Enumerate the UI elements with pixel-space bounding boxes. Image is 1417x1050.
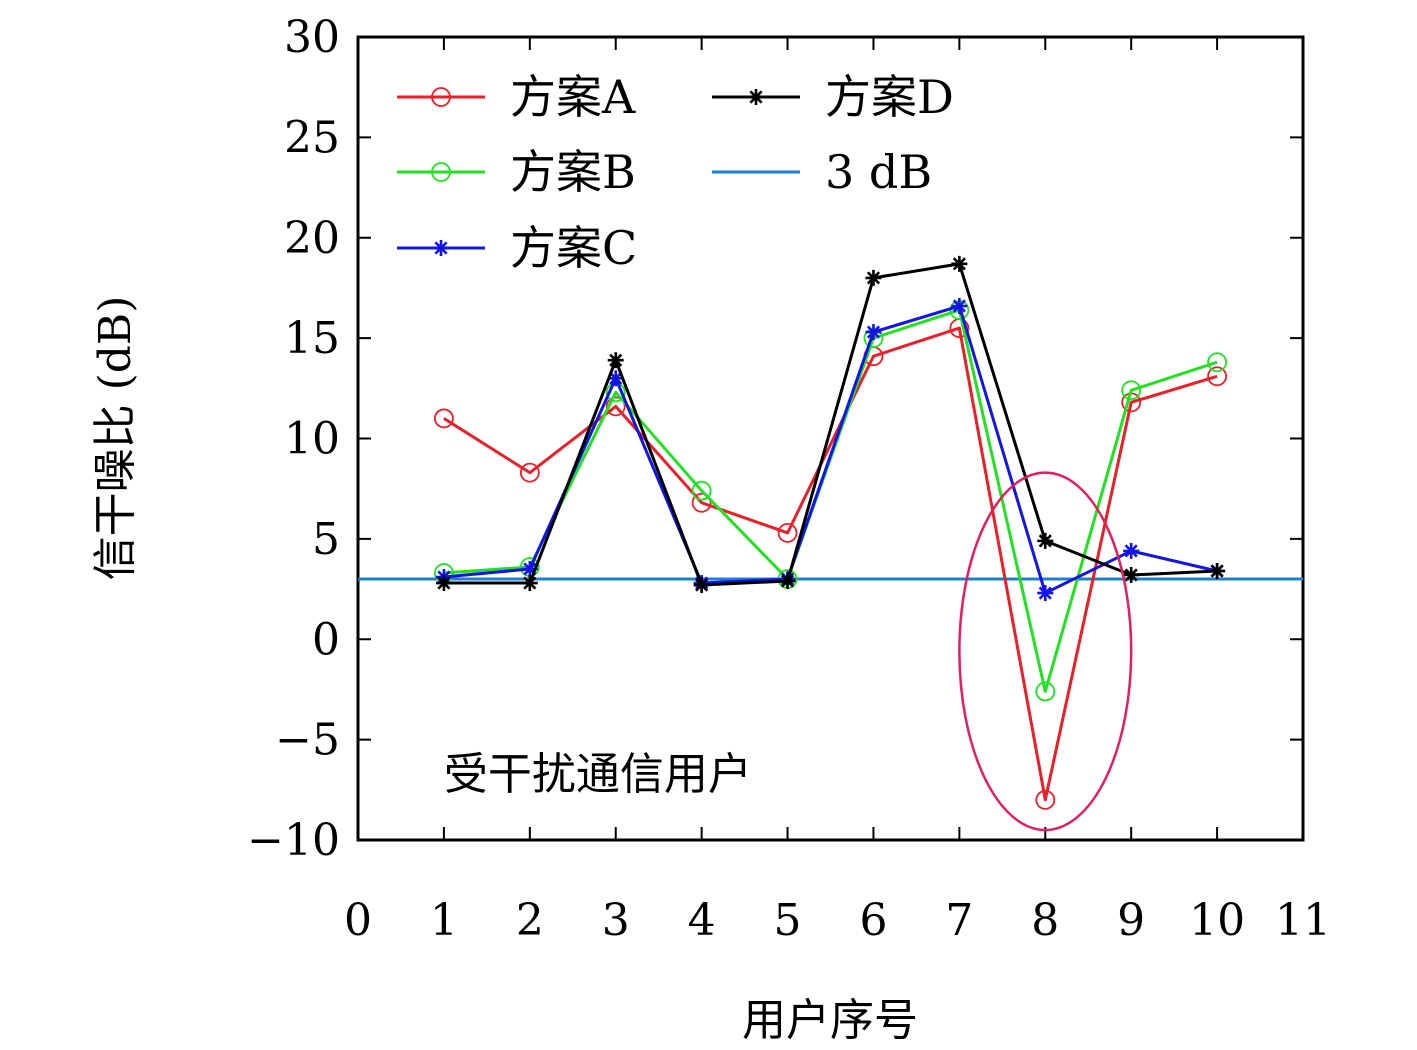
axes: −10 −5 0 5 10 15 20 25 30 0 1 2 3 4 5 6 7 8 9 10 11 [247, 12, 1331, 946]
legend-entry: 3 dB [712, 145, 932, 199]
legend-marker [433, 240, 449, 256]
x-tick-label: 7 [945, 895, 973, 946]
legend: 方案A 方案B 方案C 方案D 3 dB [397, 70, 954, 275]
series-1 [434, 318, 1227, 810]
series-line [443, 326, 1218, 802]
data-point [865, 269, 882, 286]
data-point [434, 408, 454, 429]
series-2 [434, 300, 1227, 702]
legend-entry: 方案A [397, 70, 636, 124]
x-tick-label: 1 [430, 895, 458, 946]
y-tick-label: 25 [284, 112, 340, 163]
legend-label: 方案D [825, 70, 954, 124]
x-tick-label: 0 [344, 895, 372, 946]
legend-marker [431, 162, 451, 182]
data-point [691, 492, 712, 513]
series-line [443, 262, 1218, 587]
data-point [693, 577, 710, 594]
y-tick-label: 0 [312, 614, 340, 665]
legend-entry: 方案D [712, 70, 954, 124]
data-point [1207, 352, 1227, 373]
data-point [1035, 681, 1056, 702]
highlight-ellipse [958, 471, 1133, 832]
legend-entry: 方案C [397, 221, 637, 275]
data-point [607, 352, 624, 369]
data-point [1207, 366, 1227, 387]
y-axis-title: 信干噪比 (dB) [90, 296, 141, 581]
series-4 [435, 255, 1226, 594]
data-point [1035, 789, 1056, 810]
data-point [865, 324, 882, 341]
y-tick-label: 5 [312, 514, 340, 565]
legend-label: 3 dB [825, 145, 932, 199]
data-point [605, 396, 626, 417]
series-layer [434, 255, 1227, 810]
annotation-label: 受干扰通信用户 [444, 749, 752, 800]
data-point [1209, 562, 1226, 579]
data-point [951, 298, 968, 315]
y-tick-label: −10 [247, 815, 340, 866]
x-tick-label: 6 [859, 895, 887, 946]
legend-label: 方案C [510, 221, 637, 275]
y-tick-label: 15 [284, 313, 340, 364]
data-point [521, 575, 538, 592]
x-tick-label: 10 [1189, 895, 1245, 946]
data-point [1121, 380, 1142, 401]
data-point [1037, 585, 1054, 602]
x-tick-label: 8 [1031, 895, 1059, 946]
x-tick-label: 3 [602, 895, 630, 946]
x-tick-label: 9 [1117, 895, 1145, 946]
data-point [691, 480, 712, 501]
legend-label: 方案B [510, 145, 636, 199]
data-point [951, 255, 968, 272]
data-point [779, 573, 796, 590]
data-point [435, 575, 452, 592]
legend-entry: 方案B [397, 145, 636, 199]
data-point [1123, 567, 1140, 584]
legend-marker [431, 87, 451, 107]
y-tick-label: −5 [275, 715, 340, 766]
x-tick-label: 2 [516, 895, 544, 946]
legend-label: 方案A [510, 70, 636, 124]
data-point [777, 522, 798, 543]
data-point [1037, 532, 1054, 549]
data-point [519, 462, 540, 483]
x-tick-label: 5 [774, 895, 802, 946]
y-tick-label: 20 [284, 213, 340, 264]
legend-marker [748, 89, 764, 105]
series-3 [435, 298, 1226, 602]
x-tick-label: 11 [1275, 895, 1331, 946]
y-tick-label: 10 [284, 414, 340, 465]
x-tick-label: 4 [688, 895, 716, 946]
y-tick-label: 30 [284, 12, 340, 63]
x-axis-title: 用户序号 [742, 995, 918, 1046]
annotation-layer: 受干扰通信用户 [444, 471, 1133, 832]
data-point [1123, 542, 1140, 559]
